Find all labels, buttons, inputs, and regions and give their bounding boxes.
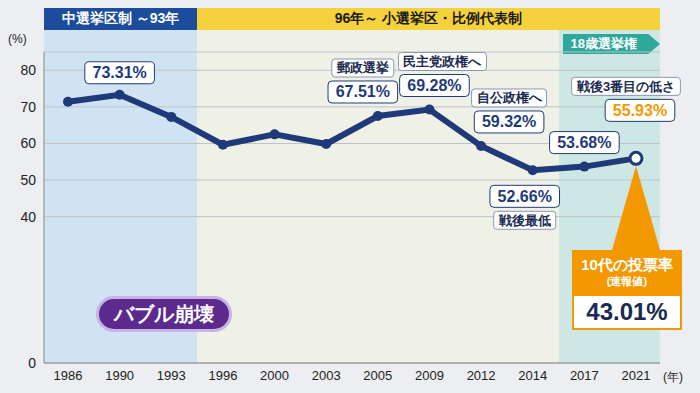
html-text:18歳選挙権: 18歳選挙権 — [570, 36, 637, 51]
svg-text:郵政選挙: 郵政選挙 — [336, 60, 389, 75]
svg-text:60: 60 — [20, 135, 36, 151]
svg-text:53.68%: 53.68% — [557, 134, 611, 151]
html-text:バブル崩壊: バブル崩壊 — [114, 302, 214, 325]
svg-text:1993: 1993 — [157, 368, 186, 383]
svg-text:50: 50 — [20, 172, 36, 188]
svg-text:2021: 2021 — [622, 368, 651, 383]
svg-text:40: 40 — [20, 209, 36, 225]
svg-text:80: 80 — [20, 62, 36, 78]
html-text:10代の投票率: 10代の投票率 — [581, 256, 673, 273]
svg-text:67.51%: 67.51% — [336, 83, 390, 100]
svg-text:59.32%: 59.32% — [482, 113, 536, 130]
svg-text:民主党政権へ: 民主党政権へ — [403, 54, 482, 69]
svg-text:1990: 1990 — [105, 368, 134, 383]
svg-text:69.28%: 69.28% — [407, 77, 461, 94]
svg-text:1986: 1986 — [54, 368, 83, 383]
svg-text:0: 0 — [28, 355, 36, 371]
svg-text:2000: 2000 — [260, 368, 289, 383]
svg-text:1996: 1996 — [208, 368, 237, 383]
svg-text:73.31%: 73.31% — [93, 64, 147, 81]
svg-text:55.93%: 55.93% — [613, 102, 667, 119]
html-text:43.01%: 43.01% — [586, 298, 668, 325]
html-text:(速報値): (速報値) — [606, 275, 648, 287]
svg-text:戦後3番目の低さ: 戦後3番目の低さ — [576, 79, 675, 94]
html-text:(年): (年) — [663, 370, 683, 384]
html-text:中選挙区制 ～93年: 中選挙区制 ～93年 — [61, 10, 180, 26]
svg-text:2017: 2017 — [570, 368, 599, 383]
svg-text:2009: 2009 — [415, 368, 444, 383]
html-text:96年～ 小選挙区・比例代表制: 96年～ 小選挙区・比例代表制 — [334, 10, 523, 26]
svg-text:自公政権へ: 自公政権へ — [477, 90, 543, 105]
svg-text:52.66%: 52.66% — [498, 188, 552, 205]
svg-text:2014: 2014 — [518, 368, 547, 383]
svg-text:2003: 2003 — [312, 368, 341, 383]
svg-text:70: 70 — [20, 99, 36, 115]
svg-text:2005: 2005 — [363, 368, 392, 383]
svg-text:2012: 2012 — [467, 368, 496, 383]
svg-text:戦後最低: 戦後最低 — [498, 213, 551, 228]
